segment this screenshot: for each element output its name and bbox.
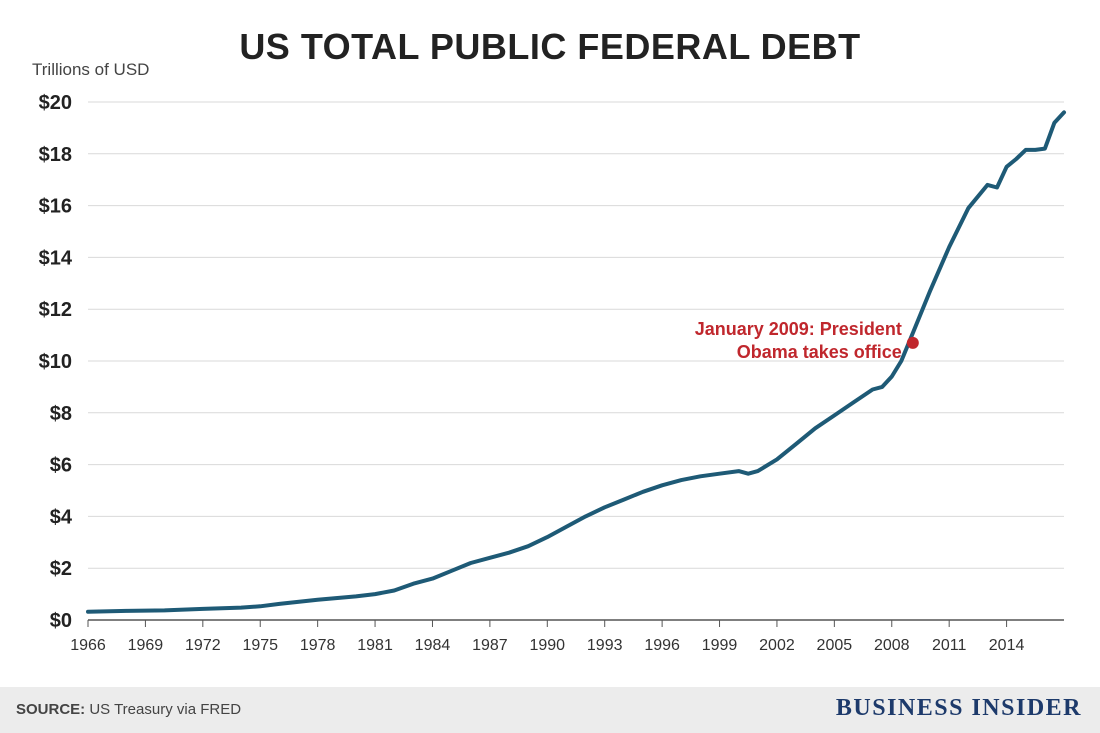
y-tick-label: $20 <box>39 92 72 114</box>
x-tick-label: 1966 <box>70 637 106 654</box>
y-tick-label: $10 <box>39 351 72 373</box>
annotation-label: Obama takes office <box>737 342 902 362</box>
y-tick-label: $14 <box>39 247 73 269</box>
x-tick-label: 1981 <box>357 637 393 654</box>
chart-title: US TOTAL PUBLIC FEDERAL DEBT <box>239 26 861 67</box>
footer: SOURCE: US Treasury via FRED BUSINESS IN… <box>0 687 1100 733</box>
annotation-marker <box>906 336 919 349</box>
x-tick-label: 1969 <box>128 637 164 654</box>
source-label: SOURCE: <box>16 701 86 718</box>
source-text: US Treasury via FRED <box>89 701 242 718</box>
y-axis-unit-label: Trillions of USD <box>32 60 150 79</box>
x-tick-label: 1999 <box>702 637 738 654</box>
x-tick-label: 1990 <box>529 637 565 654</box>
x-tick-label: 1993 <box>587 637 623 654</box>
x-tick-label: 1975 <box>242 637 278 654</box>
x-tick-label: 2011 <box>932 637 967 654</box>
series-line <box>86 110 1066 614</box>
y-tick-label: $8 <box>50 403 72 425</box>
y-tick-label: $0 <box>50 610 72 632</box>
y-tick-label: $18 <box>39 144 72 166</box>
x-tick-label: 1987 <box>472 637 508 654</box>
brand-logo: BUSINESS INSIDER <box>835 695 1082 721</box>
x-tick-label: 2014 <box>989 637 1025 654</box>
x-tick-label: 1972 <box>185 637 221 654</box>
y-tick-label: $16 <box>39 196 72 218</box>
x-tick-label: 2005 <box>817 637 853 654</box>
source-note: SOURCE: US Treasury via FRED <box>16 701 241 718</box>
y-tick-label: $12 <box>39 299 72 321</box>
annotation-label: January 2009: President <box>695 319 902 339</box>
x-tick-label: 1996 <box>644 637 680 654</box>
y-tick-label: $4 <box>50 506 73 528</box>
x-tick-label: 1984 <box>415 637 451 654</box>
debt-line-chart: $0 $2 $4 $6 $8 $10 $12 $14 $16 $18 $20 1966 1969 1972… <box>39 92 1066 654</box>
y-tick-label: $6 <box>50 455 72 477</box>
x-tick-label: 1978 <box>300 637 336 654</box>
y-tick-label: $2 <box>50 558 72 580</box>
x-tick-label: 2008 <box>874 637 910 654</box>
x-tick-label: 2002 <box>759 637 795 654</box>
